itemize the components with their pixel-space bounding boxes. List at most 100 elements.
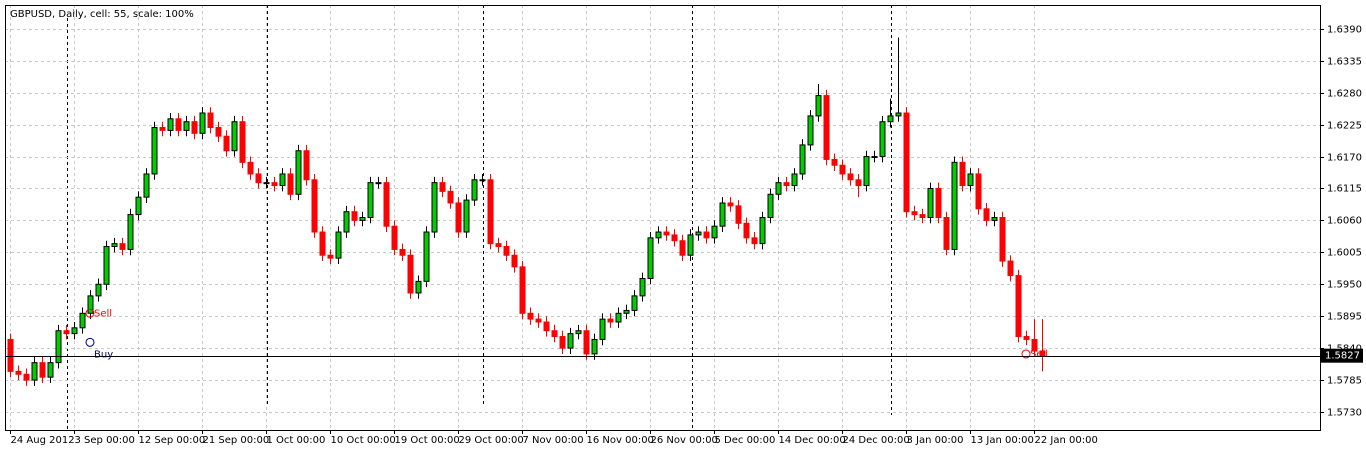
y-tick-label: 1.6115 [1327,184,1362,195]
candle-body [927,187,934,218]
x-tick-label: 14 Dec 00:00 [779,435,846,446]
candle-body [279,173,286,187]
candle-body [327,254,334,259]
candle-body [191,121,198,134]
candle-body [959,161,966,187]
period-separators [67,5,892,430]
candle-body [527,312,534,320]
x-tick-label: 22 Jan 00:00 [1035,435,1098,446]
candle-body [991,217,998,221]
candle-body [1015,275,1022,338]
candle-body [1039,350,1046,357]
candle-body [727,202,734,207]
candle-body [807,115,814,146]
candle-body [319,231,326,256]
candle-body [887,115,894,123]
candle-body [975,173,982,210]
candle-body [143,173,150,198]
candle-body [559,336,566,349]
candle-body [935,187,942,218]
y-tick-label: 1.6060 [1327,216,1362,227]
x-tick-label: 7 Nov 00:00 [523,435,584,446]
candle-body [495,243,502,248]
candle-body [31,362,38,381]
candle-body [207,112,214,129]
x-tick-label: 29 Oct 00:00 [459,435,524,446]
candle-body [759,217,766,245]
candle-body [103,246,110,285]
chart-title: GBPUSD, Daily, cell: 55, scale: 100% [10,9,194,20]
candle-body [631,295,638,311]
candle-body [167,118,174,131]
candle-body [407,254,414,294]
x-tick-label: 24 Aug 2012 [11,435,75,446]
candle-body [79,312,86,329]
candle-body [263,182,270,185]
candle-body [303,150,310,181]
y-tick-label: 1.6390 [1327,25,1362,36]
annotation-marker [1021,349,1031,359]
candle-body [879,121,886,158]
y-tick-label: 1.6335 [1327,57,1362,68]
candle-body [47,362,54,378]
candle-body [543,321,550,332]
annotation-label: Sell [1030,349,1048,360]
x-tick-label: 3 Jan 00:00 [907,435,964,446]
candle-body [1031,338,1038,352]
annotation-marker [85,337,95,347]
candle-body [383,182,390,227]
candle-body [607,318,614,323]
candle-body [735,205,742,224]
candle-body [775,182,782,195]
candle-body [111,243,118,248]
candle-body [855,179,862,187]
candle-body [159,127,166,131]
y-tick-label: 1.6280 [1327,89,1362,100]
candle-body [687,234,694,256]
x-tick-label: 21 Sep 00:00 [203,435,270,446]
candle-body [463,199,470,233]
candle-body [983,208,990,221]
candle-body [943,217,950,250]
candle-body [519,266,526,314]
candle-body [895,112,902,117]
annotation-marker [85,308,95,318]
candle-body [919,214,926,219]
candle-body [663,231,670,236]
x-tick-label: 16 Nov 00:00 [587,435,654,446]
candle-body [367,182,374,219]
candle-body [391,225,398,250]
candle-body [311,179,318,233]
candle-body [447,190,454,204]
candle-body [999,217,1006,262]
candle-body [183,121,190,131]
candle-body [239,121,246,163]
candle-body [583,330,590,355]
candle-body [231,121,238,152]
candle-body [455,202,462,233]
candle-body [911,211,918,216]
candle-body [87,295,94,314]
candle-body [423,231,430,282]
plot-frame [5,5,1321,431]
y-tick-label: 1.6170 [1327,153,1362,164]
candle-body [591,338,598,355]
candle-body [399,248,406,256]
candle-body [375,182,382,185]
candle-body [63,330,70,335]
candle-body [95,283,102,297]
annotation-label: Buy [94,349,113,360]
candle-body [695,231,702,236]
candle-body [471,179,478,201]
candle-body [415,280,422,294]
y-tick-label: 1.6005 [1327,248,1362,259]
candle-body [511,254,518,268]
annotation-label: Sell [94,308,112,319]
candle-body [743,222,750,239]
candle-body [679,240,686,256]
y-tick-label: 1.5730 [1327,408,1362,419]
candle-body [335,231,342,259]
candle-body [119,243,126,250]
